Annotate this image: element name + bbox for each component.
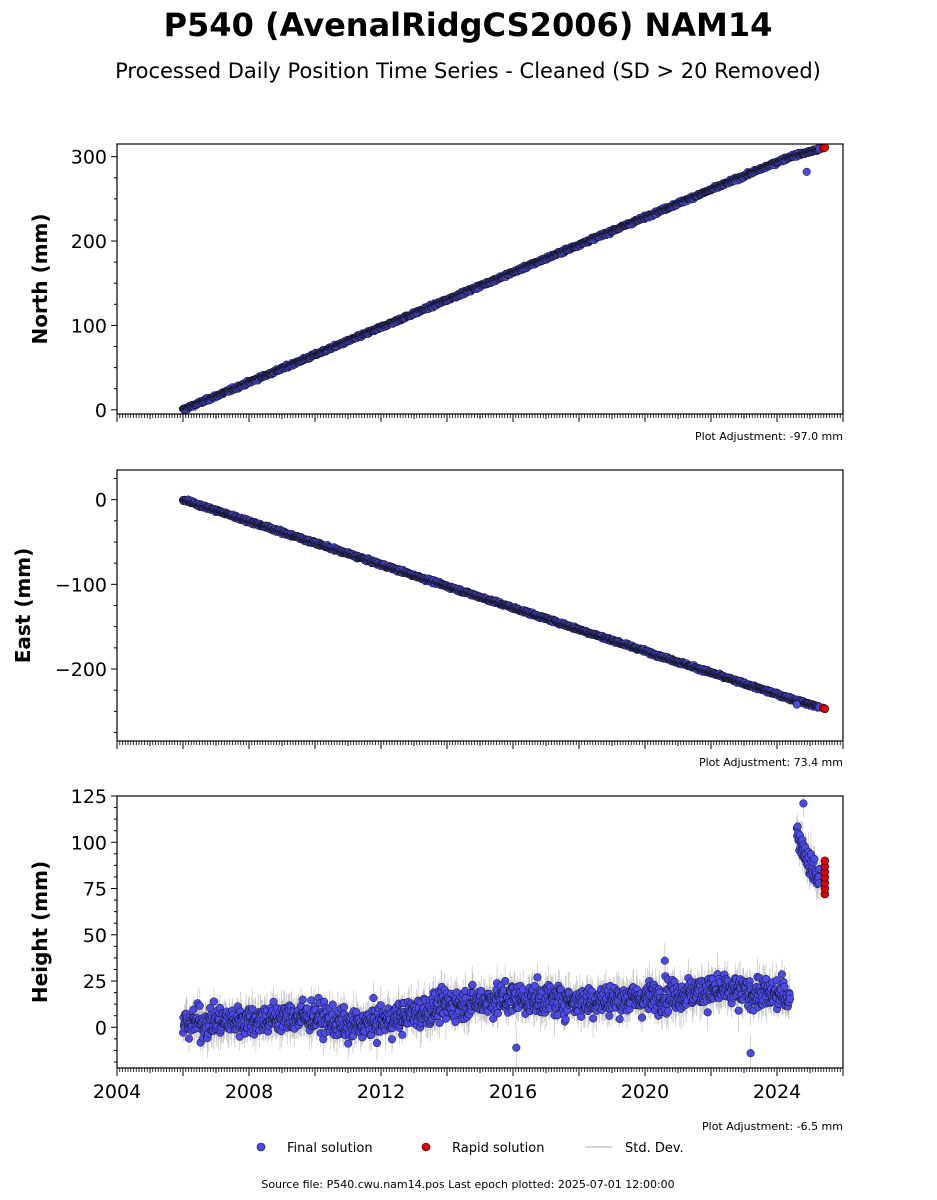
y-axis: 0 100 200 300 North (mm)	[28, 147, 117, 422]
plot-area	[178, 144, 830, 414]
chart-title: P540 (AvenalRidgCS2006) NAM14	[164, 6, 773, 44]
y-axis-label: North (mm)	[28, 213, 52, 344]
y-tick-label: 200	[71, 231, 107, 253]
rapid-solution-point	[820, 144, 830, 152]
final-solution-points	[178, 144, 824, 414]
y-tick-label: 0	[95, 400, 107, 422]
final-solution-points	[178, 495, 824, 712]
rapid-solution-points	[818, 144, 830, 153]
final-solution-point	[802, 167, 811, 176]
y-tick-label: 100	[71, 315, 107, 337]
y-tick-label: 300	[71, 147, 107, 169]
north-panel: 0 100 200 300 North (mm)	[28, 143, 844, 422]
chart-subtitle: Processed Daily Position Time Series - C…	[115, 59, 821, 83]
x-axis	[116, 414, 844, 422]
plot-area	[178, 495, 830, 714]
